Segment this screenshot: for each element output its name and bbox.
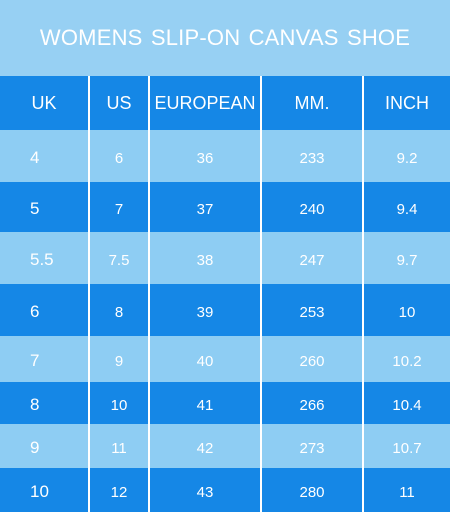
header-european: EUROPEAN (150, 76, 262, 130)
cell-inch: 10.7 (392, 439, 422, 457)
cell-inch: 9.7 (396, 251, 418, 269)
cell-inch: 9.4 (396, 200, 418, 218)
cell-us: 11 (90, 424, 150, 468)
table-row: 10 12 43 280 11 (0, 468, 450, 512)
table-row: 4 6 36 233 9.2 (0, 130, 450, 182)
cell-uk: 4 (0, 130, 90, 182)
table-row: 6 8 39 253 10 (0, 284, 450, 336)
cell-mm: 233 (262, 130, 364, 182)
cell-european: 36 (150, 130, 262, 182)
cell-uk: 8 (0, 382, 90, 424)
cell-european: 38 (150, 232, 262, 284)
cell-us: 10 (90, 382, 150, 424)
cell-inch: 10 (398, 303, 416, 321)
cell-uk: 5.5 (0, 232, 90, 284)
cell-uk: 5 (0, 182, 90, 232)
cell-us: 12 (90, 468, 150, 512)
cell-uk: 7 (0, 336, 90, 382)
cell-mm: 253 (262, 284, 364, 336)
table-row: 8 10 41 266 10.4 (0, 382, 450, 424)
header-mm: MM. (262, 76, 364, 130)
table-row: 7 9 40 260 10.2 (0, 336, 450, 382)
cell-european: 37 (150, 182, 262, 232)
cell-european: 41 (150, 382, 262, 424)
table-row: 9 11 42 273 10.7 (0, 424, 450, 468)
cell-european: 39 (150, 284, 262, 336)
cell-inch: 10.4 (392, 396, 422, 414)
table-header: UK US EUROPEAN MM. INCH (0, 76, 450, 130)
cell-european: 43 (150, 468, 262, 512)
table-row: 5.5 7.5 38 247 9.7 (0, 232, 450, 284)
cell-uk: 10 (0, 468, 90, 512)
cell-us: 7.5 (90, 232, 150, 284)
cell-european: 40 (150, 336, 262, 382)
header-us: US (90, 76, 150, 130)
cell-us: 6 (90, 130, 150, 182)
cell-inch: 11 (399, 483, 415, 501)
cell-mm: 266 (262, 382, 364, 424)
cell-mm: 273 (262, 424, 364, 468)
cell-inch: 9.2 (396, 149, 418, 167)
header-inch: INCH (385, 92, 429, 113)
cell-us: 7 (90, 182, 150, 232)
cell-european: 42 (150, 424, 262, 468)
cell-uk: 6 (0, 284, 90, 336)
cell-mm: 240 (262, 182, 364, 232)
cell-mm: 247 (262, 232, 364, 284)
cell-mm: 260 (262, 336, 364, 382)
chart-title: WOMENS SLIP-ON CANVAS SHOE (0, 0, 450, 76)
cell-us: 9 (90, 336, 150, 382)
cell-mm: 280 (262, 468, 364, 512)
cell-us: 8 (90, 284, 150, 336)
cell-inch: 10.2 (392, 352, 422, 370)
table-row: 5 7 37 240 9.4 (0, 182, 450, 232)
header-uk: UK (0, 76, 90, 130)
cell-uk: 9 (0, 424, 90, 468)
